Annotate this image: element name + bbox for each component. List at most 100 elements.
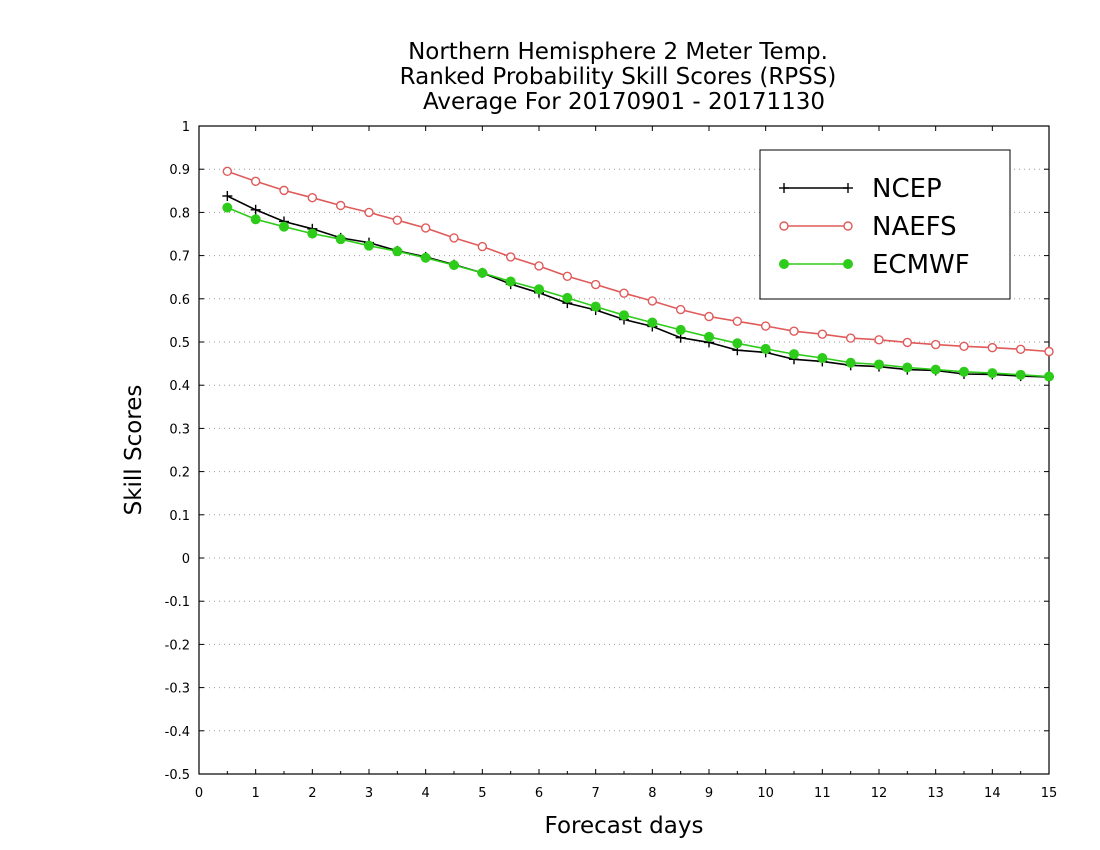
- data-point-ecmwf: [987, 368, 998, 379]
- data-point-ecmwf: [279, 221, 289, 232]
- data-point-naefs: [250, 176, 261, 186]
- y-tick-label: 0.8: [169, 206, 190, 221]
- data-point-ecmwf: [534, 284, 544, 295]
- data-point-naefs: [704, 311, 714, 322]
- data-point-naefs: [392, 215, 403, 225]
- data-point-ecmwf: [335, 234, 346, 245]
- series-markers: [222, 166, 1054, 382]
- y-tick-label: 0.5: [169, 336, 190, 351]
- title-line-2: Ranked Probability Skill Scores (RPSS): [400, 64, 837, 90]
- legend-marker-naefs: [779, 221, 789, 231]
- data-point-naefs: [817, 329, 828, 339]
- data-point-ecmwf: [930, 364, 941, 375]
- y-tick-label: 0.9: [169, 163, 190, 178]
- y-tick-label: 0.1: [169, 509, 190, 524]
- data-point-ecmwf: [392, 246, 403, 257]
- legend-box: [759, 149, 1011, 300]
- data-point-ecmwf: [675, 324, 686, 335]
- y-axis-label: Skill Scores: [121, 385, 147, 516]
- data-point-ecmwf: [505, 276, 516, 287]
- data-point-naefs: [930, 339, 941, 350]
- x-tick-label: 13: [927, 786, 944, 801]
- data-point-naefs: [1044, 346, 1054, 357]
- data-point-naefs: [307, 193, 318, 203]
- data-point-naefs: [420, 223, 431, 233]
- legend-label-ncep: NCEP: [872, 174, 942, 204]
- legend-marker-ncep: [843, 183, 853, 193]
- data-point-naefs: [534, 261, 544, 271]
- data-point-ecmwf: [959, 366, 969, 377]
- data-point-ecmwf: [647, 317, 658, 328]
- y-tick-label: -0.4: [165, 725, 190, 740]
- data-point-naefs: [222, 166, 233, 177]
- data-point-naefs: [789, 326, 799, 336]
- data-point-ecmwf: [364, 240, 374, 251]
- y-tick-label: -0.5: [165, 768, 190, 783]
- data-point-ecmwf: [704, 331, 714, 342]
- data-point-ecmwf: [902, 362, 913, 373]
- data-point-ecmwf: [817, 352, 828, 363]
- data-point-naefs: [902, 337, 913, 348]
- legend-marker-ecmwf: [843, 259, 853, 269]
- x-tick-label: 4: [422, 786, 430, 801]
- x-tick-label: 2: [308, 786, 316, 801]
- x-tick-label: 10: [757, 786, 774, 801]
- gridlines: [199, 168, 1049, 732]
- data-point-ecmwf: [789, 349, 799, 360]
- legend-marker-naefs: [843, 221, 853, 231]
- x-tick-label: 7: [592, 786, 600, 801]
- y-tick-label: 0.6: [169, 293, 190, 308]
- data-point-naefs: [874, 335, 884, 345]
- data-point-naefs: [335, 200, 346, 211]
- title-line-1: Northern Hemisphere 2 Meter Temp.: [408, 39, 828, 65]
- x-tick-label: 0: [195, 786, 203, 801]
- y-tick-label: 1: [182, 120, 190, 135]
- y-tick-label: 0: [182, 552, 190, 567]
- data-point-ecmwf: [590, 301, 601, 312]
- data-point-ecmwf: [845, 357, 856, 368]
- data-point-ecmwf: [307, 228, 318, 239]
- data-point-naefs: [732, 316, 743, 326]
- data-point-naefs: [279, 185, 289, 196]
- data-point-ecmwf: [732, 338, 743, 349]
- data-point-ecmwf: [619, 310, 629, 321]
- data-point-naefs: [845, 333, 856, 343]
- legend-marker-ncep: [779, 183, 789, 193]
- series-line-naefs: [227, 170, 1050, 353]
- y-tick-label: 0.4: [169, 379, 190, 394]
- data-point-ecmwf: [1015, 369, 1026, 380]
- legend-label-naefs: NAEFS: [872, 212, 957, 242]
- x-tick-label: 5: [478, 786, 486, 801]
- x-axis-label: Forecast days: [545, 813, 704, 839]
- data-point-naefs: [647, 296, 658, 306]
- y-tick-label: -0.3: [165, 682, 190, 697]
- data-point-ecmwf: [420, 252, 431, 263]
- plot-frame: [198, 125, 1050, 775]
- y-tick-label: 0.2: [169, 466, 190, 481]
- data-point-ecmwf: [449, 260, 459, 271]
- y-tick-label: -0.1: [165, 595, 190, 610]
- legend-marker-ecmwf: [779, 259, 789, 269]
- data-point-naefs: [619, 288, 629, 298]
- chart-title: Northern Hemisphere 2 Meter Temp. Ranked…: [400, 39, 837, 115]
- y-tick-label: 0.3: [169, 422, 190, 437]
- y-tick-label: -0.2: [165, 638, 190, 653]
- x-tick-label: 12: [871, 786, 888, 801]
- data-point-naefs: [562, 271, 573, 282]
- data-point-naefs: [590, 279, 601, 290]
- data-point-naefs: [364, 207, 374, 218]
- legend-label-ecmwf: ECMWF: [872, 250, 970, 280]
- data-point-naefs: [1015, 344, 1026, 355]
- x-tick-label: 6: [535, 786, 543, 801]
- data-point-ecmwf: [477, 267, 488, 278]
- axes: 1 0.9 0.8 0.7 0.6 0.5 0.4 0.3 0.2 0.1 0 -0.1 -0.2 -0.…: [165, 120, 1058, 801]
- x-tick-label: 8: [648, 786, 656, 801]
- legend: NCEP NAEFS ECMWF: [759, 149, 1011, 300]
- data-point-naefs: [760, 321, 771, 331]
- y-tick-label: 0.7: [169, 250, 190, 265]
- data-point-ncep: [250, 204, 261, 215]
- x-tick-label: 14: [984, 786, 1001, 801]
- x-tick-label: 15: [1041, 786, 1058, 801]
- data-point-ecmwf: [222, 202, 233, 213]
